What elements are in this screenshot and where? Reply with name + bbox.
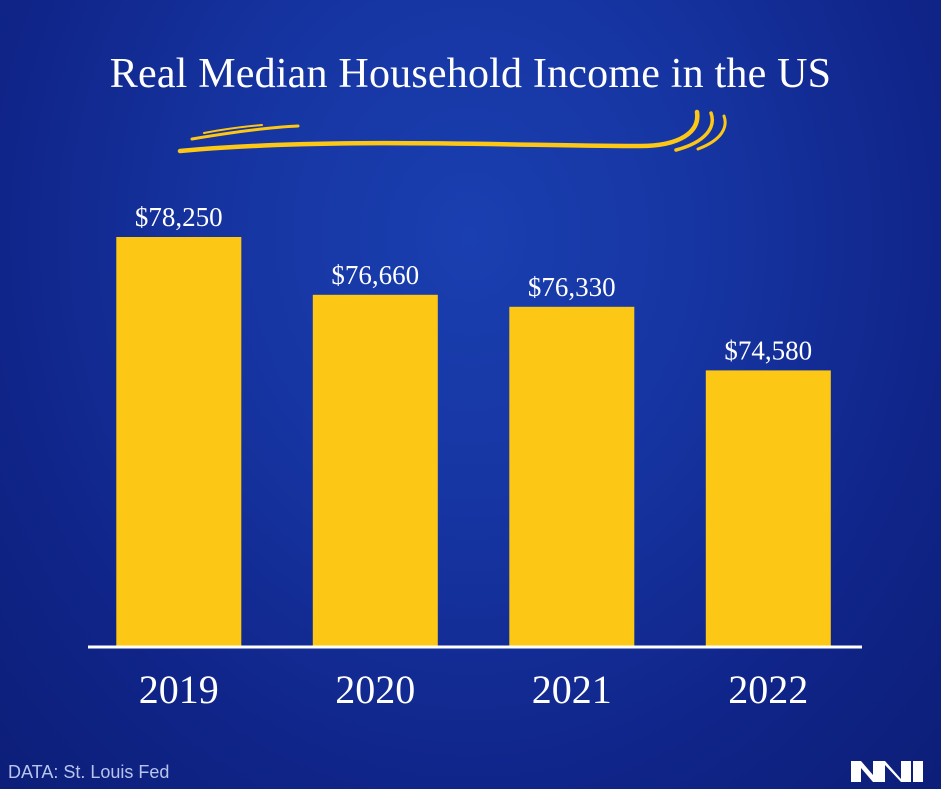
bars: [116, 237, 831, 646]
value-label-2019: $78,250: [135, 202, 223, 232]
tick-label-2022: 2022: [728, 667, 808, 712]
tick-label-2019: 2019: [139, 667, 219, 712]
value-labels: $78,250 $76,660 $76,330 $74,580: [135, 202, 812, 365]
bar-2020: [312, 294, 438, 646]
x-axis-tick-labels: 2019 2020 2021 2022: [139, 667, 808, 712]
mn-logo-icon: [851, 761, 923, 782]
bar-2019: [116, 237, 242, 646]
bar-2022: [705, 370, 831, 646]
value-label-2022: $74,580: [724, 335, 812, 365]
value-label-2020: $76,660: [331, 260, 419, 290]
bar-2021: [509, 306, 635, 646]
value-label-2021: $76,330: [528, 272, 616, 302]
title-swoosh: [177, 109, 727, 154]
tick-label-2021: 2021: [532, 667, 612, 712]
source-note: DATA: St. Louis Fed: [8, 762, 170, 782]
tick-label-2020: 2020: [335, 667, 415, 712]
chart-title: Real Median Household Income in the US: [109, 51, 832, 97]
